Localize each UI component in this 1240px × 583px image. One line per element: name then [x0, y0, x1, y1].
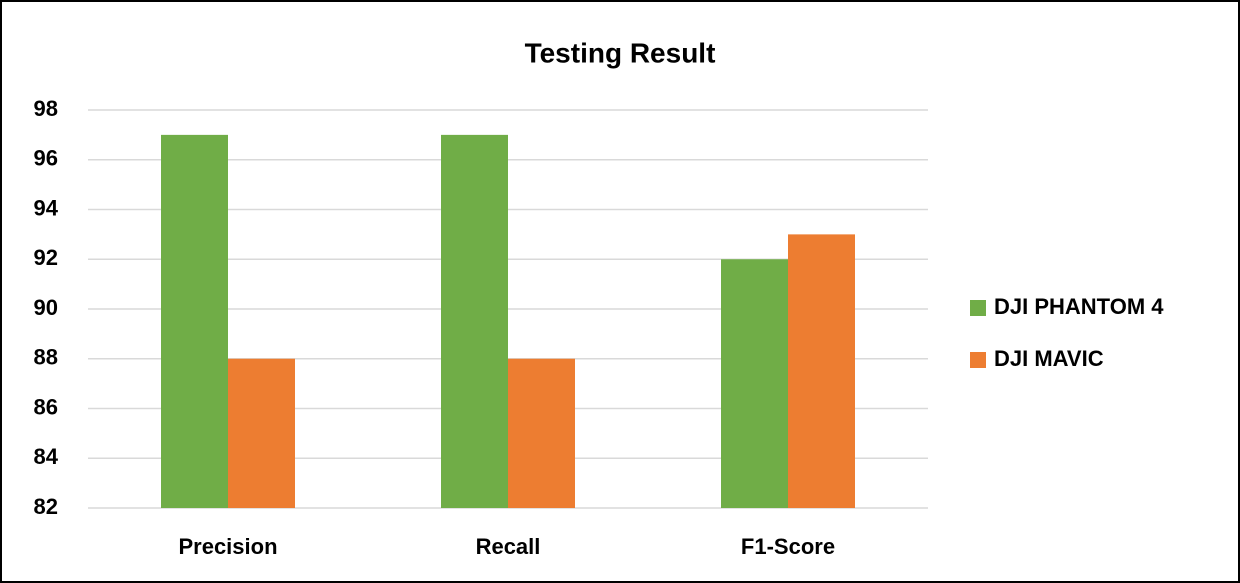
y-tick-label: 98: [34, 96, 58, 121]
y-tick-label: 92: [34, 245, 58, 270]
y-tick-label: 86: [34, 394, 58, 419]
y-tick-label: 90: [34, 295, 58, 320]
legend-label: DJI PHANTOM 4: [994, 294, 1164, 319]
y-tick-label: 94: [34, 195, 59, 220]
bar: [721, 259, 788, 508]
bar: [161, 134, 228, 508]
y-tick-label: 84: [34, 444, 59, 469]
y-tick-label: 96: [34, 146, 58, 171]
legend-swatch: [970, 300, 986, 316]
x-tick-label: Precision: [178, 534, 277, 559]
y-tick-label: 88: [34, 345, 58, 370]
legend-swatch: [970, 352, 986, 368]
y-tick-label: 82: [34, 494, 58, 519]
chart-title: Testing Result: [525, 37, 716, 68]
bar: [228, 358, 295, 508]
legend-label: DJI MAVIC: [994, 346, 1104, 371]
x-tick-label: F1-Score: [741, 534, 835, 559]
bar: [788, 234, 855, 508]
bar: [508, 358, 575, 508]
bar: [441, 134, 508, 508]
x-tick-label: Recall: [476, 534, 541, 559]
